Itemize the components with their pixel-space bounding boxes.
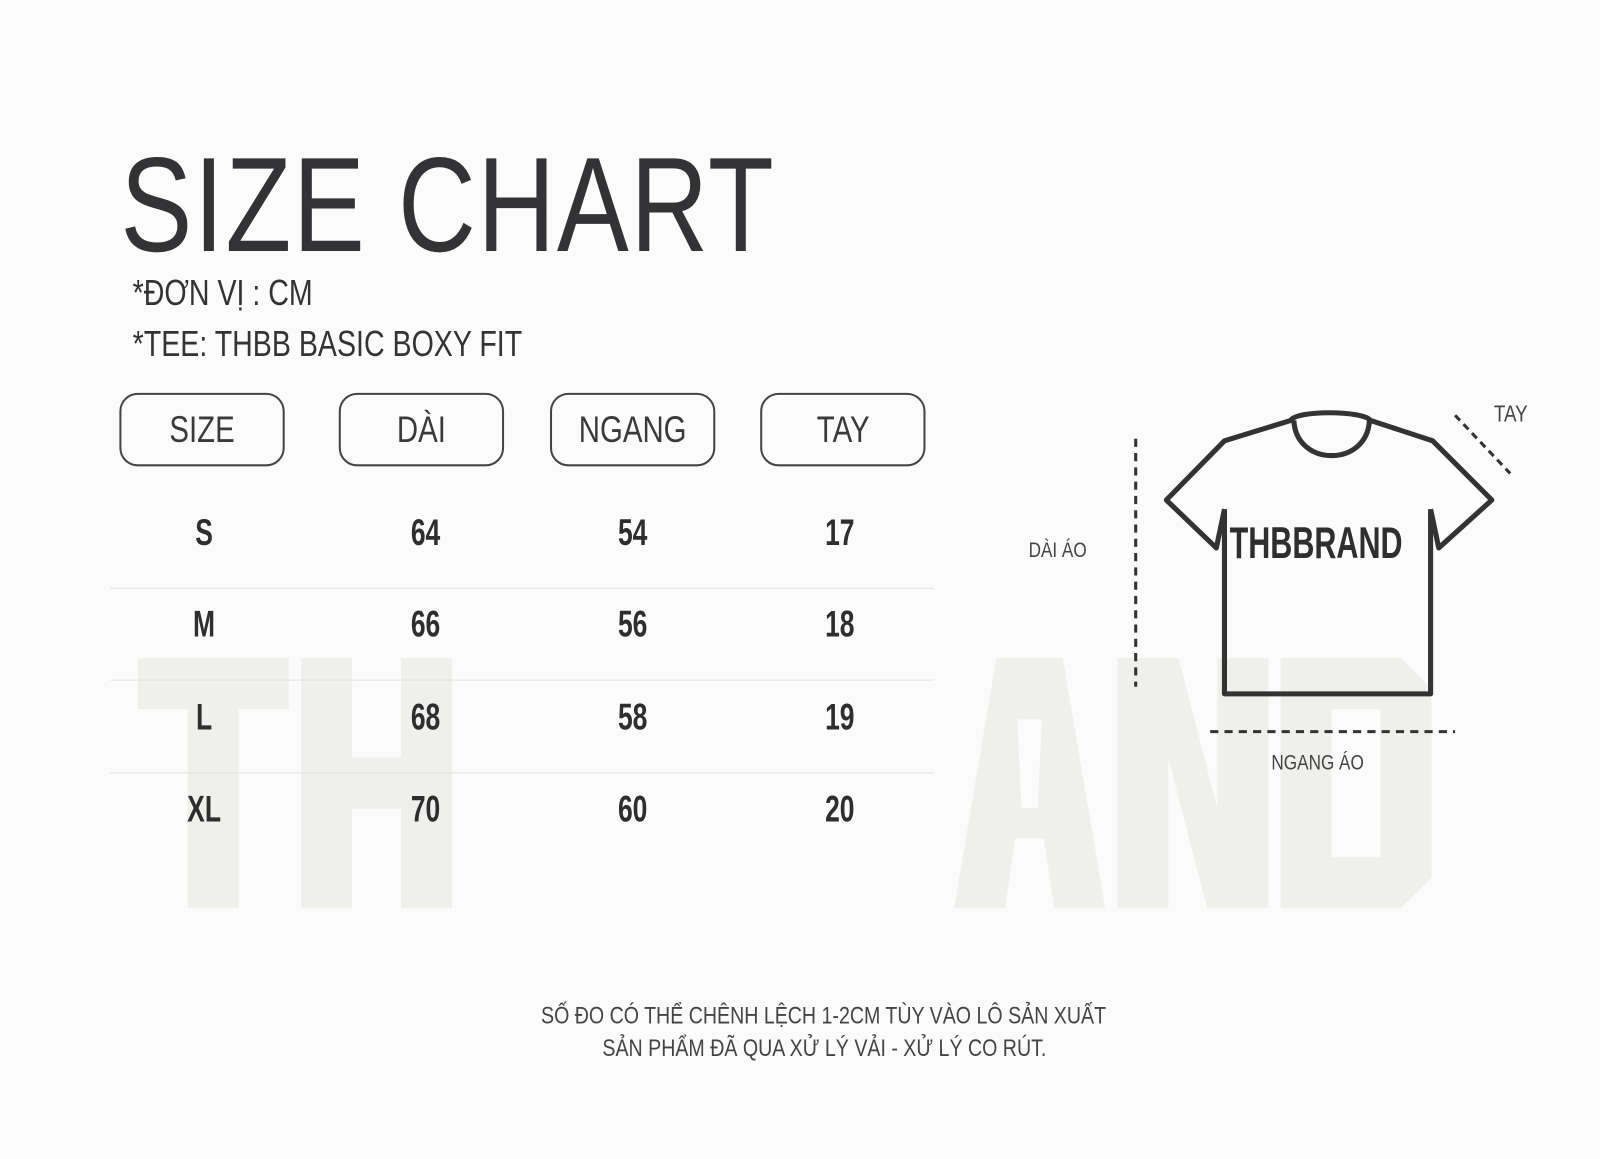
- table-cell-value: M: [193, 603, 216, 645]
- collar-icon: [1291, 420, 1372, 458]
- table-cell-value: 60: [617, 787, 648, 830]
- watermark-letter-shape: [954, 658, 1106, 909]
- header-label: DÀI: [396, 408, 446, 450]
- page-title: SIZE CHART: [120, 129, 939, 280]
- table-cell: XL: [143, 773, 265, 844]
- table-cell: 20: [779, 773, 901, 844]
- watermark-letter: [301, 658, 453, 909]
- footer-line-2-text: SẢN PHẨM ĐÃ QUA XỬ LÝ VẢI - XỬ LÝ CO RÚT…: [602, 1034, 1046, 1063]
- table-cell-value: 70: [410, 787, 441, 830]
- table-cell-value: S: [195, 511, 213, 554]
- sleeve-dashed-line: [1453, 414, 1512, 475]
- footer-line-2: SẢN PHẨM ĐÃ QUA XỬ LÝ VẢI - XỬ LÝ CO RÚT…: [0, 1033, 1600, 1066]
- table-cell: 56: [571, 589, 693, 660]
- table-cell-value: XL: [187, 787, 221, 830]
- table-row: S 64 54 17: [110, 497, 934, 589]
- length-label-text: DÀI ÁO: [1028, 538, 1087, 563]
- table-cell: 19: [779, 682, 901, 753]
- title-text: SIZE CHART: [120, 129, 776, 280]
- header-label: SIZE: [169, 408, 235, 450]
- header-width: NGANG: [549, 392, 716, 467]
- table-cell: 68: [364, 682, 486, 753]
- unit-note: *ĐƠN VỊ : CM: [133, 273, 358, 314]
- table-cell-value: 58: [617, 695, 648, 738]
- table-row: XL 70 60 20: [110, 773, 933, 865]
- table-row: M 66 56 18: [110, 589, 934, 681]
- watermark-letter-shape: [137, 658, 289, 909]
- table-cell-value: 64: [410, 511, 441, 554]
- watermark-letter: [1280, 658, 1432, 909]
- table-cell: 17: [779, 497, 901, 568]
- table-cell-value: 18: [825, 603, 855, 645]
- table-cell-value: 19: [825, 695, 855, 738]
- watermark-letter: [137, 658, 289, 909]
- length-label: DÀI ÁO: [1029, 539, 1102, 563]
- row-divider: [110, 679, 934, 681]
- row-divider: [110, 587, 934, 589]
- sleeve-label: TAY: [1494, 400, 1536, 428]
- row-divider: [110, 772, 934, 774]
- table-cell: 66: [364, 589, 486, 660]
- footer-line-1-text: SỐ ĐO CÓ THỂ CHÊNH LỆCH 1-2CM TÙY VÀO LÔ…: [541, 1002, 1107, 1030]
- watermark-letter-shape: [1117, 658, 1269, 909]
- header-size: SIZE: [119, 392, 285, 467]
- table-cell: 54: [571, 497, 693, 568]
- table-cell-value: 68: [410, 695, 441, 738]
- product-note: *TEE: THBB BASIC BOXY FIT: [133, 324, 620, 365]
- sleeve-label-text: TAY: [1493, 399, 1528, 427]
- width-label: NGANG ÁO: [1271, 751, 1386, 775]
- table-cell: 60: [571, 773, 693, 844]
- watermark-logo: [137, 658, 1432, 909]
- tshirt-outline-icon: [1163, 410, 1495, 697]
- header-label: NGANG: [578, 408, 687, 450]
- footer-line-1: SỐ ĐO CÓ THỂ CHÊNH LỆCH 1-2CM TÙY VÀO LÔ…: [0, 1000, 1600, 1033]
- footer-note: SỐ ĐO CÓ THỂ CHÊNH LỆCH 1-2CM TÙY VÀO LÔ…: [0, 1000, 1600, 1065]
- table-cell: S: [143, 497, 265, 568]
- width-label-text: NGANG ÁO: [1271, 751, 1364, 775]
- table-cell: L: [143, 682, 265, 753]
- product-note-text: *TEE: THBB BASIC BOXY FIT: [132, 324, 523, 365]
- table-cell-value: 66: [410, 603, 441, 645]
- header-sleeve: TAY: [760, 392, 926, 467]
- table-cell: 64: [364, 497, 486, 568]
- table-cell-value: 54: [617, 511, 648, 554]
- table-cell-value: L: [195, 695, 213, 738]
- shirt-print: THBBRAND: [1230, 518, 1484, 569]
- unit-note-text: *ĐƠN VỊ : CM: [132, 273, 313, 314]
- header-length: DÀI: [338, 392, 505, 467]
- shirt-print-text: THBBRAND: [1229, 518, 1403, 569]
- tshirt-diagram: [1134, 410, 1512, 734]
- table-cell: 18: [779, 589, 901, 660]
- table-row: L 68 58 19: [110, 682, 934, 774]
- watermark-letter-shape: [1280, 658, 1432, 909]
- table-cell: M: [143, 589, 265, 660]
- watermark-letter-shape: [301, 658, 453, 909]
- table-cell: 58: [571, 682, 693, 753]
- table-cell-value: 56: [617, 603, 648, 645]
- table-cell-value: 17: [825, 511, 855, 554]
- table-cell: 70: [364, 773, 486, 844]
- watermark-letter: [1117, 658, 1269, 909]
- watermark-letter: [954, 658, 1106, 909]
- table-cell-value: 20: [825, 787, 855, 830]
- header-label: TAY: [816, 408, 870, 450]
